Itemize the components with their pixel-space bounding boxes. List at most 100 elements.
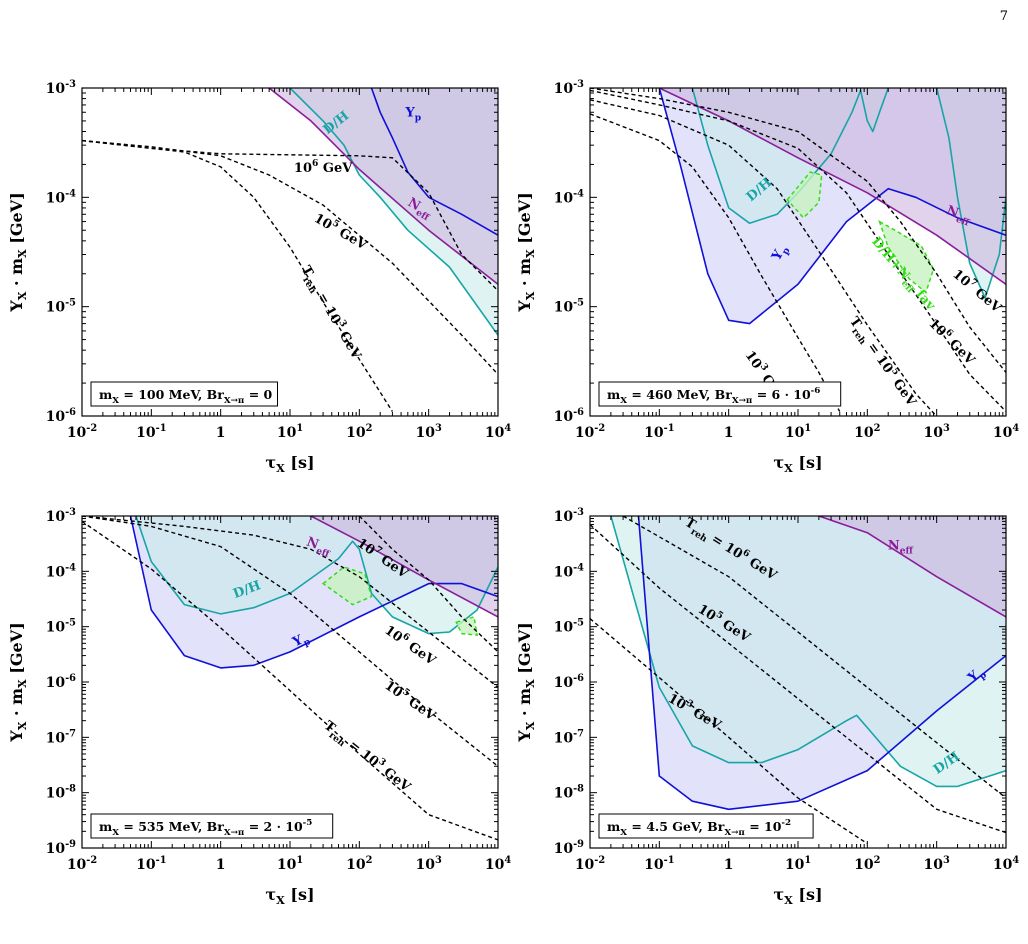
y-axis-label: YX · mX [GeV] (7, 192, 29, 312)
treh-line-10-5-gev (82, 139, 498, 375)
curve-label-n-eff: Neff​ (888, 538, 914, 556)
curve-label-t-reh-10-3-gev: Treh = 103 GeV (295, 262, 366, 364)
plot-area (82, 88, 498, 412)
x-tick-label: 10-2​ (575, 855, 605, 873)
treh-line-t-reh-10-6-gev (622, 516, 1006, 799)
y-axis: 10-9​ 10-8​ 10-7​ 10-6​ 10-5​ 10-4​ 10-3​ (46, 507, 498, 857)
y-tick-label: 10-5​ (46, 298, 77, 316)
x-tick-label: 10-1​ (644, 423, 674, 441)
x-tick-label: 104​ (993, 855, 1019, 873)
treh-line-t-reh-10-3-gev (82, 139, 393, 412)
x-tick-label: 103​ (924, 423, 950, 441)
x-axis-label: τX [s] (773, 453, 822, 475)
curve-label-n-eff: Neff​ (303, 535, 333, 561)
y-tick-label: 10-6​ (554, 407, 585, 425)
favoured-region (455, 615, 479, 637)
y-tick-label: 10-3​ (46, 507, 77, 525)
line-y-p (637, 516, 1006, 811)
y-axis: 10-6​ 10-5​ 10-4​ 10-3​ (46, 79, 498, 425)
x-tick-label: 10-1​ (136, 423, 166, 441)
x-tick-label: 10-2​ (575, 423, 605, 441)
y-tick-label: 10-7​ (46, 728, 76, 746)
curve-label-y-p: Yp​ (404, 105, 421, 123)
x-tick-label: 104​ (485, 423, 511, 441)
exclusion-region-n-eff (659, 88, 1006, 285)
x-tick-label: 1 (724, 425, 734, 441)
x-axis-label: τX [s] (773, 885, 822, 907)
x-tick-label: 103​ (416, 423, 442, 441)
y-tick-label: 10-6​ (554, 673, 585, 691)
x-tick-label: 10-1​ (644, 855, 674, 873)
y-tick-label: 10-4​ (46, 188, 77, 206)
x-tick-label: 101​ (277, 855, 303, 873)
line-d-h (691, 88, 889, 224)
y-tick-label: 10-5​ (554, 298, 585, 316)
exclusion-region-n-eff (818, 516, 1006, 617)
x-tick-label: 1 (216, 857, 226, 873)
parameter-text: mX = 100 MeV, BrX→π = 0 (99, 387, 273, 406)
x-tick-label: 102​ (854, 855, 880, 873)
x-tick-label: 102​ (346, 423, 372, 441)
curve-label-t-reh-10-3-gev: Treh = 103 GeV (319, 716, 416, 798)
y-tick-label: 10-5​ (46, 618, 77, 636)
treh-line-10-3-gev (590, 113, 841, 412)
line-n-eff (310, 516, 498, 618)
y-tick-label: 10-4​ (46, 562, 77, 580)
parameter-box (90, 813, 334, 839)
y-axis: 10-9​ 10-8​ 10-7​ 10-6​ 10-5​ 10-4​ 10-3​ (554, 507, 1006, 857)
y-tick-label: 10-6​ (46, 673, 77, 691)
y-tick-label: 10-7​ (554, 728, 584, 746)
y-axis-label: YX · mX [GeV] (515, 622, 537, 742)
x-axis-label: τX [s] (265, 885, 314, 907)
line-y-p (129, 516, 498, 669)
y-tick-label: 10-9​ (46, 839, 77, 857)
parameter-text: mX = 4.5 GeV, BrX→π = 10-2​ (607, 818, 791, 838)
treh-line-10-5-gev (590, 524, 1006, 834)
y-axis: 10-6​ 10-5​ 10-4​ 10-3​ (554, 79, 1006, 425)
treh-line-10-3-gev (590, 618, 868, 845)
curve-label-10-6-gev: 106 GeV (925, 314, 980, 369)
parameter-text: mX = 535 MeV, BrX→π = 2 · 10-5​ (99, 818, 312, 838)
y-axis-label: YX · mX [GeV] (515, 192, 537, 312)
x-axis: 10-2​ 10-1​ 1 101​ 102​ 103​ 104​ (67, 516, 511, 873)
treh-line-t-reh-10-3-gev (82, 520, 498, 841)
line-d-h (289, 88, 498, 336)
parameter-text: mX = 460 MeV, BrX→π = 6 · 10-6​ (607, 386, 820, 406)
plot-area (82, 516, 498, 841)
x-axis: 10-2​ 10-1​ 1 101​ 102​ 103​ 104​ (575, 88, 1019, 441)
curve-label-10-5-gev: 105 GeV (311, 208, 371, 253)
line-n-eff (658, 88, 1006, 285)
treh-line-10-5-gev (82, 516, 498, 767)
line-d-h (935, 88, 1006, 299)
x-tick-label: 1 (724, 857, 734, 873)
exclusion-region-d-h (610, 516, 1006, 787)
exclusion-region-n-eff (269, 88, 498, 285)
y-tick-label: 10-5​ (554, 618, 585, 636)
x-tick-label: 101​ (277, 423, 303, 441)
line-d-h (610, 516, 1006, 788)
y-tick-label: 10-9​ (554, 839, 585, 857)
y-tick-label: 10-3​ (554, 79, 585, 97)
y-tick-label: 10-4​ (554, 188, 585, 206)
curve-label-10-6-gev: 106 GeV (294, 158, 353, 176)
x-tick-label: 10-1​ (136, 855, 166, 873)
x-tick-label: 101​ (785, 423, 811, 441)
y-tick-label: 10-3​ (46, 79, 77, 97)
curve-label-t-reh-10-5-gev: Treh = 105 GeV (844, 313, 922, 412)
treh-line-10-7-gev (358, 516, 498, 653)
y-tick-label: 10-8​ (46, 784, 77, 802)
x-axis: 10-2​ 10-1​ 1 101​ 102​ 103​ 104​ (575, 516, 1019, 873)
x-tick-label: 104​ (993, 423, 1019, 441)
x-tick-label: 103​ (416, 855, 442, 873)
x-tick-label: 102​ (854, 423, 880, 441)
plot-area (590, 88, 1006, 416)
x-tick-label: 103​ (924, 855, 950, 873)
y-tick-label: 10-3​ (554, 507, 585, 525)
x-tick-label: 101​ (785, 855, 811, 873)
x-tick-label: 10-2​ (67, 855, 97, 873)
